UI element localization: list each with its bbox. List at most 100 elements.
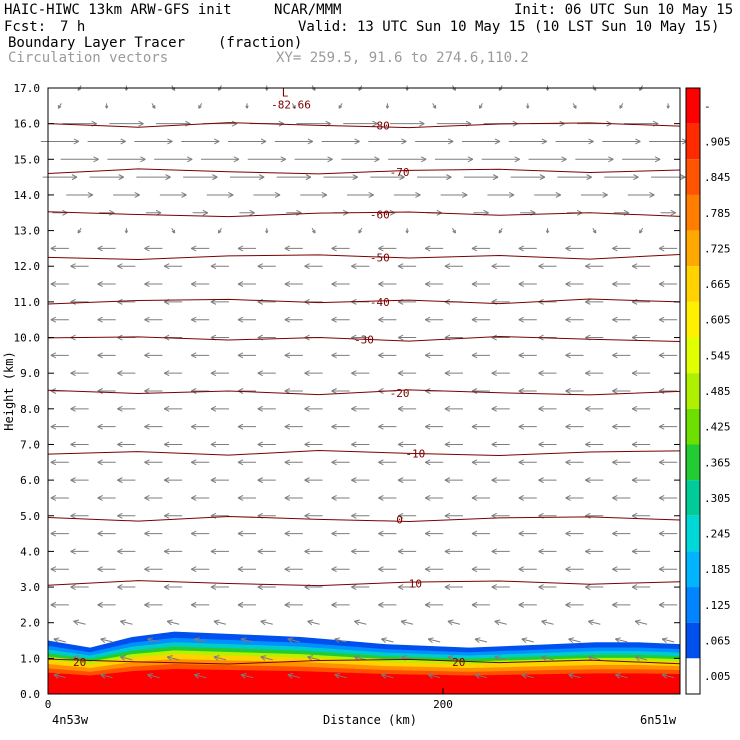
- wind-vector: [287, 637, 300, 644]
- wind-vector: [100, 637, 113, 644]
- wind-vector: [163, 441, 183, 448]
- wind-vector: [351, 548, 370, 555]
- wind-vector: [471, 459, 490, 466]
- contour-label: -20: [390, 387, 410, 400]
- wind-vector: [424, 494, 444, 501]
- wind-vector: [518, 352, 537, 359]
- wind-vector: [192, 209, 209, 216]
- wind-vector: [444, 477, 463, 484]
- colorbar-swatch: [686, 622, 700, 659]
- wind-vector: [568, 672, 581, 679]
- wind-vector: [381, 672, 394, 679]
- wind-vector: [284, 245, 303, 252]
- wind-vector: [304, 477, 323, 484]
- wind-vector: [124, 228, 129, 234]
- colorbar-swatch: [686, 551, 700, 588]
- wind-vector: [658, 601, 678, 608]
- wind-vector: [658, 388, 678, 394]
- wind-vector: [70, 584, 89, 591]
- wind-vector: [631, 477, 651, 484]
- wind-vector: [331, 281, 350, 288]
- wind-vector: [70, 405, 89, 412]
- wind-vector: [602, 138, 641, 145]
- wind-vector: [444, 512, 463, 519]
- wind-vector: [144, 316, 163, 323]
- wind-vector: [471, 316, 490, 323]
- wind-vector: [461, 138, 501, 145]
- wind-vector: [331, 316, 350, 323]
- wind-vector: [304, 405, 323, 412]
- wind-vector: [471, 423, 490, 430]
- wind-vector: [334, 637, 347, 644]
- wind-vector: [612, 601, 631, 608]
- fcst-value: 7 h: [60, 19, 86, 35]
- colorbar-swatch: [686, 408, 700, 445]
- wind-vector: [191, 316, 210, 323]
- contour-line: [47, 658, 681, 665]
- wind-vector: [415, 138, 454, 145]
- wind-vector: [117, 477, 136, 484]
- wind-vector: [217, 227, 222, 234]
- wind-vector: [565, 530, 584, 537]
- wind-vector: [210, 584, 229, 591]
- wind-vector: [424, 316, 444, 323]
- wind-vector: [237, 352, 257, 359]
- wind-vector: [557, 174, 592, 181]
- colorbar: - .905 .845 .785 .725 .665 .605 .545 .485 .425 .36…: [685, 87, 731, 695]
- wind-vector: [498, 227, 503, 234]
- wind-vector: [284, 352, 303, 359]
- temperature-contours: -80 -70 -60 -50 -40 -30 -20 -10 0 10 20 20 L-82.66: [47, 87, 681, 669]
- colorbar-swatch: [686, 337, 700, 374]
- wind-vector: [604, 174, 639, 181]
- wind-vector: [491, 441, 510, 448]
- colorbar-label: .485: [704, 385, 731, 398]
- wind-vector: [50, 601, 69, 608]
- wind-vector: [117, 405, 136, 412]
- wind-vector: [97, 245, 116, 252]
- wind-vector: [257, 263, 276, 270]
- contour-line: [47, 168, 681, 175]
- wind-vector: [213, 655, 227, 661]
- wind-vector: [210, 370, 229, 377]
- y-tick-label: 17.0: [14, 82, 41, 95]
- contour-line: [47, 580, 681, 587]
- wind-vector: [144, 566, 163, 573]
- wind-vector: [444, 584, 463, 591]
- wind-vector: [240, 672, 254, 679]
- wind-vector: [77, 227, 82, 234]
- wind-vector: [424, 423, 444, 430]
- contour-label: -60: [370, 209, 390, 222]
- wind-vector: [144, 281, 163, 288]
- wind-vector: [97, 316, 116, 323]
- wind-vector: [658, 316, 678, 323]
- wind-vector: [612, 494, 631, 501]
- wind-vector: [427, 637, 441, 644]
- wind-vector: [471, 352, 490, 359]
- wind-vector: [378, 601, 397, 608]
- wind-vector: [237, 459, 257, 466]
- wind-vector: [474, 672, 488, 679]
- colorbar-label: -: [704, 100, 711, 113]
- wind-vector: [491, 334, 510, 341]
- wind-vector: [100, 672, 113, 679]
- wind-vector: [417, 174, 452, 181]
- wind-vector: [144, 601, 163, 608]
- contour-line: [47, 122, 681, 129]
- wind-vector: [518, 316, 537, 323]
- wind-vector: [424, 530, 444, 537]
- wind-vector: [424, 281, 444, 288]
- wind-vector: [528, 156, 567, 163]
- wind-vector: [351, 477, 370, 484]
- wind-vector: [117, 441, 136, 448]
- wind-vector: [134, 138, 173, 145]
- wind-vector: [159, 191, 187, 198]
- wind-vector: [331, 530, 350, 537]
- wind-vector: [284, 316, 303, 323]
- wind-vector: [181, 138, 220, 145]
- vector-label: Circulation vectors: [8, 50, 169, 66]
- wind-vector: [351, 512, 370, 519]
- wind-vector: [334, 672, 347, 679]
- wind-vector: [658, 566, 678, 573]
- wind-vector: [585, 298, 604, 305]
